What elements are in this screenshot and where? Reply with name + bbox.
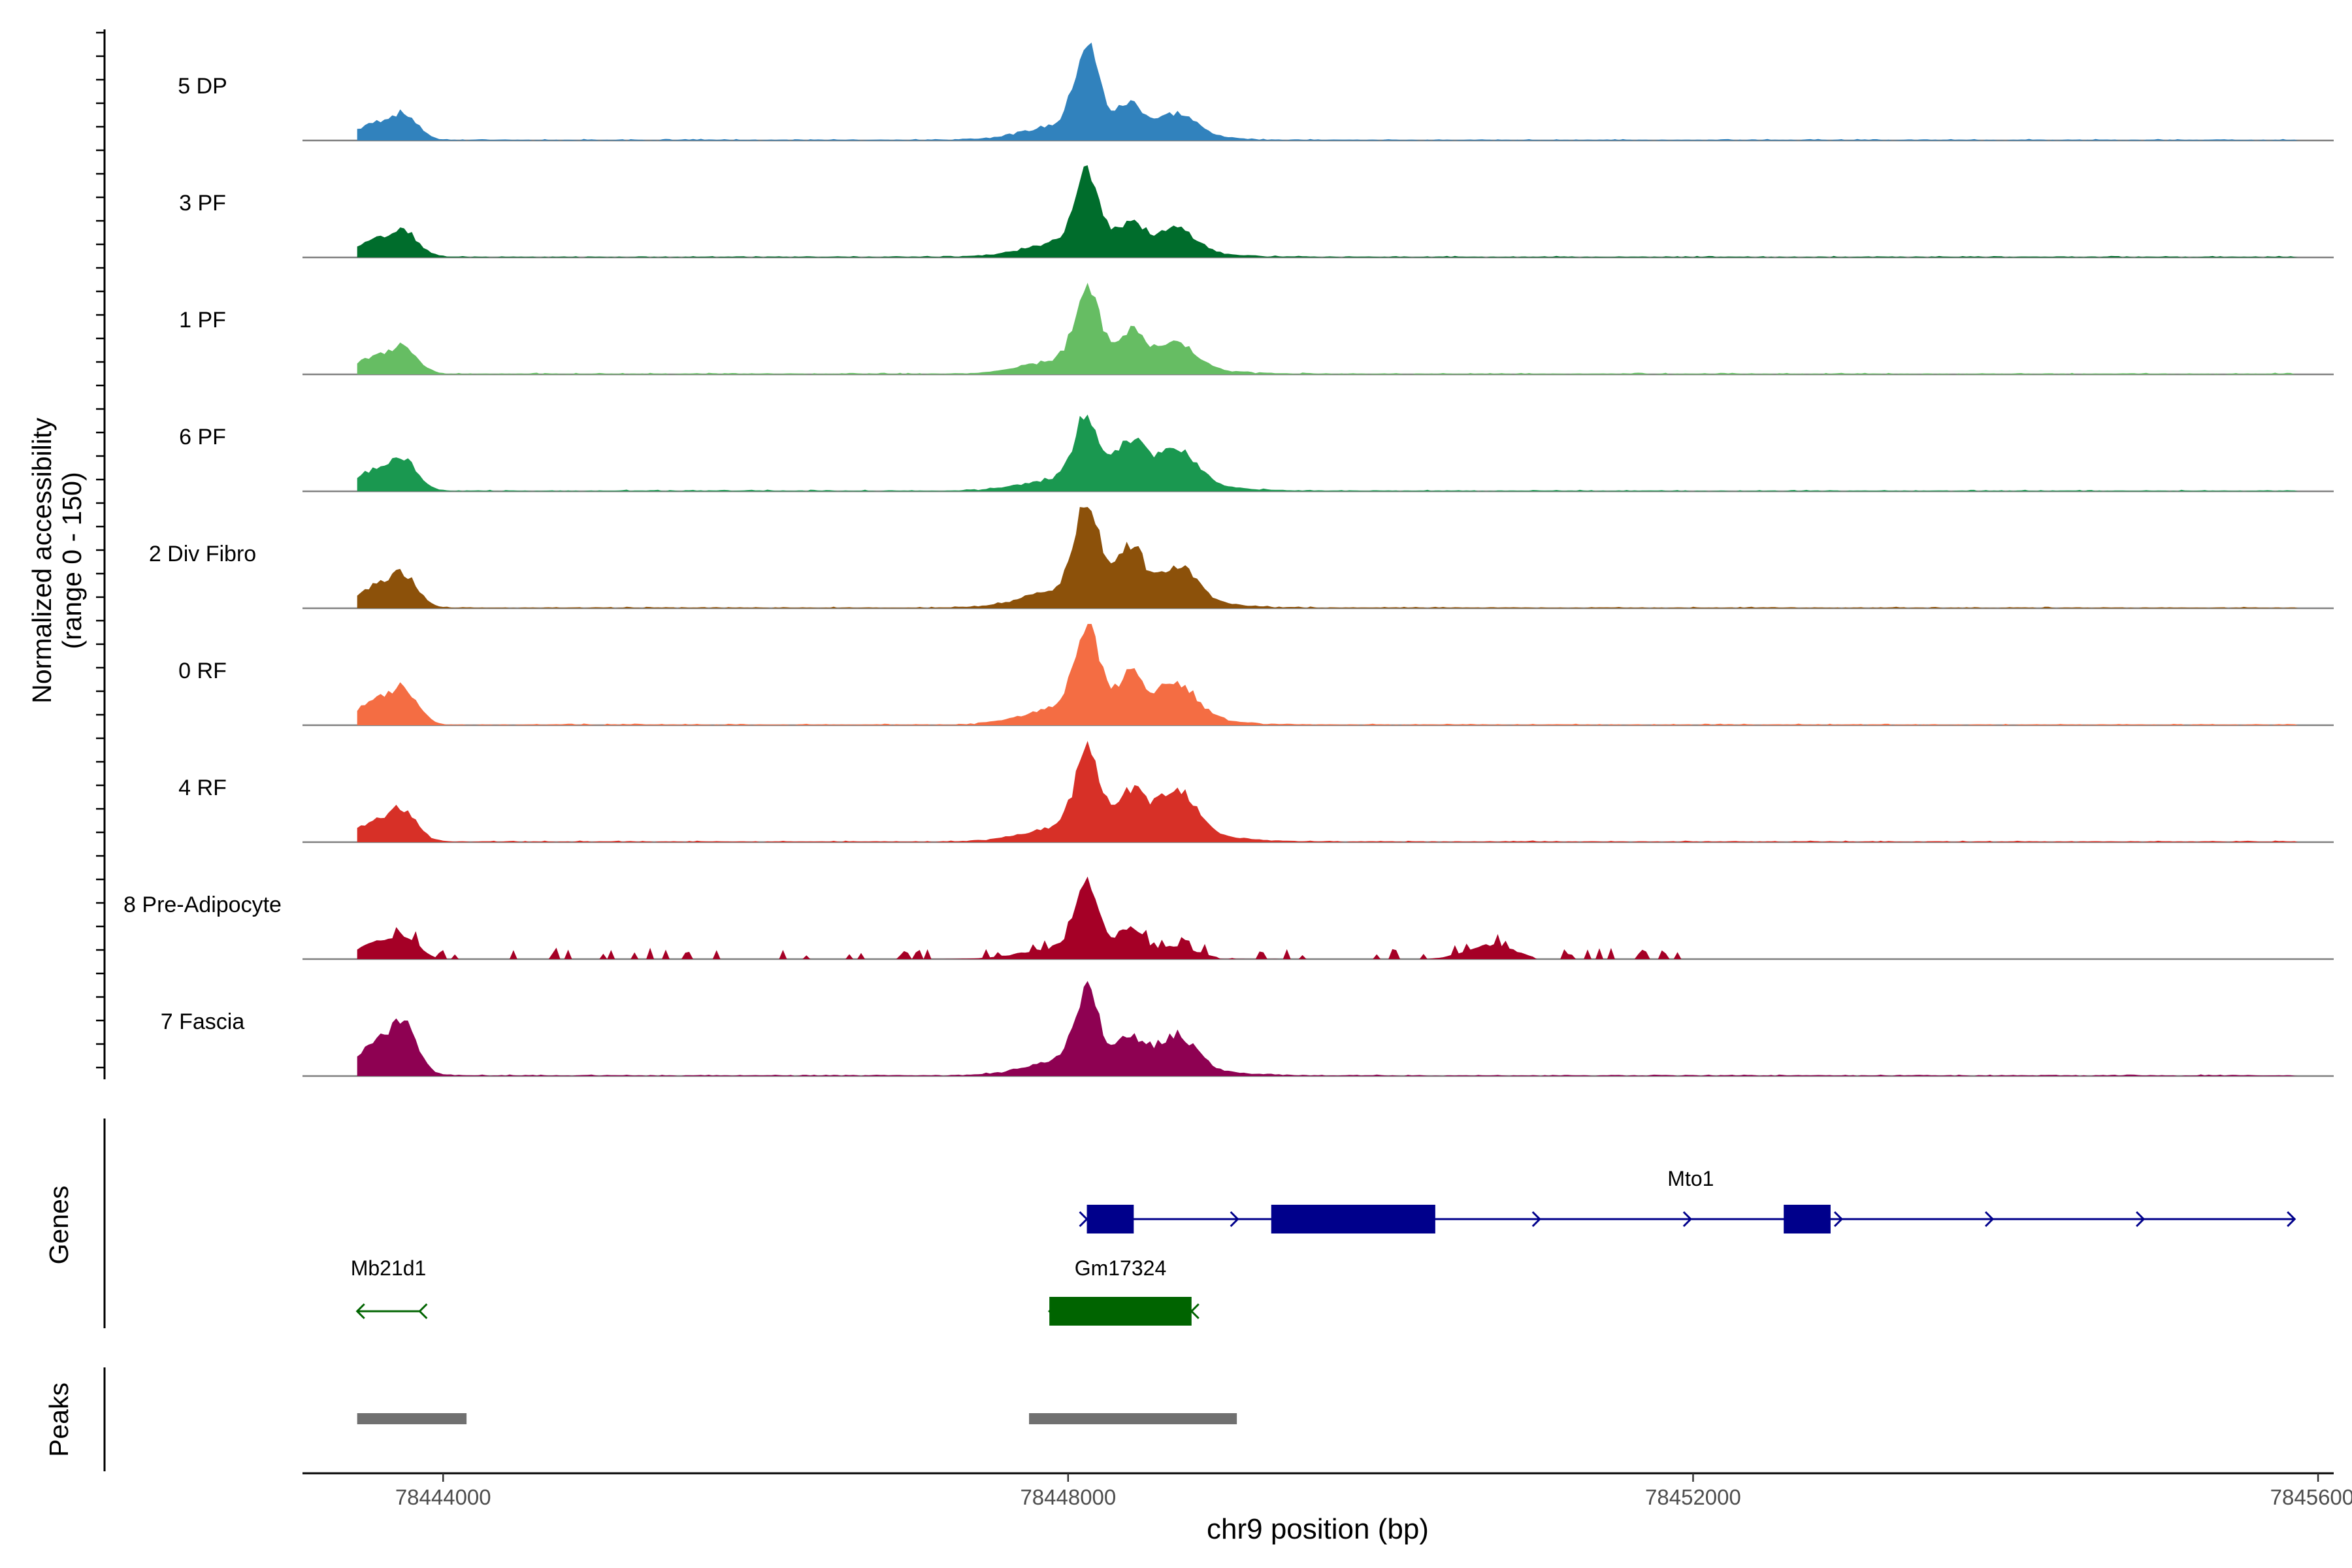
track-label: 3 PF <box>179 191 226 216</box>
coverage-area <box>357 741 2298 842</box>
track-6-pf: 6 PF <box>179 414 2334 493</box>
strand-arrow <box>1984 1211 1995 1228</box>
exon <box>1086 1205 1134 1233</box>
track-label: 4 RF <box>178 776 227 800</box>
y-axis-ticks <box>96 31 105 1069</box>
track-label: 5 DP <box>178 74 227 99</box>
genes-panel-label: Genes <box>44 1186 74 1265</box>
gene-annotations: Mto1 Gm17324 Mb21d1 <box>351 1167 2296 1326</box>
gene-mb21d1: Mb21d1 <box>351 1256 428 1320</box>
track-label: 2 Div Fibro <box>149 542 256 566</box>
coverage-area <box>357 876 2298 959</box>
coverage-area <box>357 981 2298 1076</box>
track-7-fascia: 7 Fascia <box>161 981 2334 1077</box>
strand-arrow <box>1048 1303 1058 1320</box>
peak-regions <box>357 1413 1237 1424</box>
track-label: 0 RF <box>178 659 227 683</box>
strand-arrow <box>1531 1211 1541 1228</box>
strand-arrow <box>1079 1211 1088 1228</box>
gene-label: Gm17324 <box>1075 1256 1167 1280</box>
strand-arrow <box>2287 1211 2296 1228</box>
track-label: 1 PF <box>179 308 226 333</box>
strand-arrow <box>418 1303 428 1320</box>
track-label: 6 PF <box>179 425 226 449</box>
strand-arrow <box>1833 1211 1844 1228</box>
exon <box>1271 1205 1435 1233</box>
x-tick-label: 78448000 <box>1020 1485 1116 1509</box>
strand-arrow <box>1230 1211 1239 1228</box>
x-tick-label: 78456000 <box>2270 1485 2352 1509</box>
x-tick-label: 78444000 <box>395 1485 491 1509</box>
exon <box>1784 1205 1831 1233</box>
coverage-area <box>357 624 2298 725</box>
gene-gm17324: Gm17324 <box>1048 1256 1200 1326</box>
y-axis-label: Normalized accessibility <box>27 417 57 704</box>
peak-bar <box>1029 1413 1237 1424</box>
track-5-dp: 5 DP <box>178 42 2334 142</box>
track-0-rf: 0 RF <box>178 624 2334 727</box>
exon <box>1049 1297 1192 1326</box>
strand-arrow <box>2136 1211 2146 1228</box>
x-tick-label: 78452000 <box>1645 1485 1741 1509</box>
gene-label: Mto1 <box>1667 1167 1714 1190</box>
gene-mto1: Mto1 <box>1079 1167 2296 1233</box>
y-axis-range-label: (range 0 - 150) <box>57 472 87 649</box>
peak-bar <box>357 1413 467 1424</box>
strand-arrow <box>1682 1211 1693 1228</box>
track-2-div-fibro: 2 Div Fibro <box>149 507 2334 610</box>
coverage-area <box>357 282 2298 374</box>
track-label: 7 Fascia <box>161 1009 245 1034</box>
track-label: 8 Pre-Adipocyte <box>123 892 282 917</box>
track-8-pre-adipocyte: 8 Pre-Adipocyte <box>123 876 2334 960</box>
coverage-area <box>357 414 2298 491</box>
track-1-pf: 1 PF <box>179 282 2334 376</box>
track-3-pf: 3 PF <box>179 165 2334 259</box>
strand-arrow <box>1190 1303 1200 1320</box>
x-axis-label: chr9 position (bp) <box>1207 1513 1429 1545</box>
strand-arrow <box>355 1303 365 1320</box>
strand-arrow <box>1380 1211 1390 1228</box>
gene-label: Mb21d1 <box>351 1256 427 1280</box>
x-axis-ticks: 78444000 78448000 78452000 78456000 <box>395 1473 2352 1509</box>
coverage-area <box>357 42 2298 140</box>
coverage-area <box>357 165 2298 257</box>
coverage-area <box>357 507 2298 608</box>
peaks-panel-label: Peaks <box>44 1382 74 1457</box>
track-4-rf: 4 RF <box>178 741 2334 843</box>
coverage-tracks: 5 DP 3 PF 1 PF 6 PF 2 Div Fibro 0 RF 4 RF 8 Pre… <box>123 42 2334 1077</box>
